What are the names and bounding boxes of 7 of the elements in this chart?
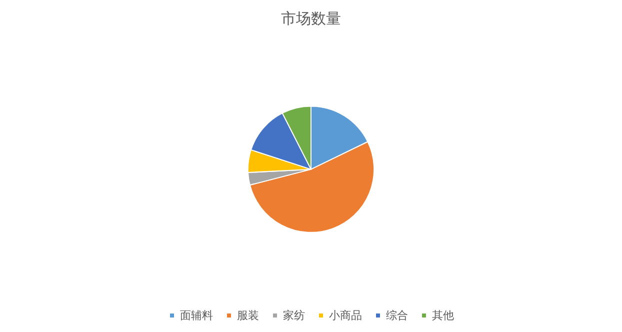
legend-label: 综合: [386, 309, 408, 322]
legend-label: 其他: [432, 309, 454, 322]
legend-label: 面辅料: [180, 309, 213, 322]
legend-label: 小商品: [329, 309, 362, 322]
legend-label: 家纺: [283, 309, 305, 322]
chart-title: 市场数量: [281, 10, 341, 28]
legend-label: 服装: [237, 309, 259, 322]
